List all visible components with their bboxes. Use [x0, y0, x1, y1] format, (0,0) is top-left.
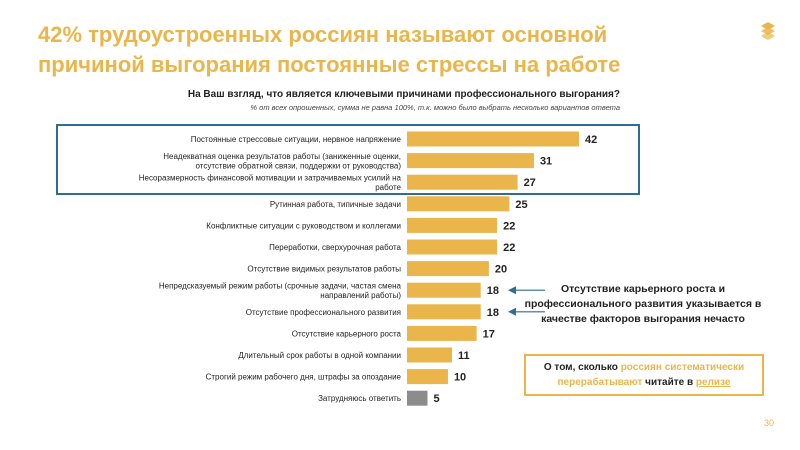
- callout-text-1: О том, сколько: [543, 362, 621, 373]
- callout-text-2: читайте в: [642, 377, 696, 388]
- bar-9: [407, 325, 477, 341]
- arrow-icon-0: [508, 286, 545, 295]
- value-label-11: 10: [454, 372, 466, 384]
- survey-note: % от всех опрошенных, сумма не равна 100…: [250, 103, 620, 112]
- category-label-10: Длительный срок работы в одной компании: [238, 351, 401, 360]
- bar-4: [407, 217, 498, 233]
- side-note: Отсутствие карьерного роста и профессион…: [524, 283, 762, 325]
- value-label-4: 22: [503, 220, 515, 232]
- page-number: 30: [764, 418, 775, 428]
- category-label-6: Отсутствие видимых результатов работы: [247, 265, 401, 274]
- bar-12: [407, 390, 428, 406]
- category-label-12: Затрудняюсь ответить: [318, 394, 401, 403]
- release-callout: О том, сколько россиян систематически пе…: [524, 354, 764, 396]
- value-label-0: 42: [585, 134, 597, 146]
- bar-7: [407, 282, 481, 298]
- category-label-4: Конфликтные ситуации с руководством и ко…: [206, 221, 401, 230]
- top-reasons-highlight-box: [56, 124, 640, 195]
- value-label-1: 31: [540, 156, 552, 168]
- bar-5: [407, 239, 498, 255]
- bar-3: [407, 196, 510, 212]
- arrow-icon-1: [508, 307, 545, 316]
- bar-10: [407, 347, 453, 363]
- callout-highlight: россиян систематически перерабатывают: [557, 362, 745, 388]
- value-label-9: 17: [483, 328, 495, 340]
- release-link[interactable]: релизе: [695, 377, 731, 388]
- value-label-3: 25: [515, 199, 527, 211]
- category-label-3: Рутинная работа, типичные задачи: [270, 200, 401, 209]
- sber-logo-icon: [761, 22, 775, 40]
- bar-0: [407, 131, 579, 147]
- bar-11: [407, 369, 448, 385]
- value-label-7: 18: [487, 285, 499, 297]
- category-label-0: Постоянные стрессовые ситуации, нервное …: [191, 135, 402, 144]
- value-label-12: 5: [433, 393, 439, 405]
- value-label-5: 22: [503, 242, 515, 254]
- value-label-2: 27: [524, 177, 536, 189]
- bar-6: [407, 261, 489, 277]
- bar-2: [407, 174, 518, 190]
- category-label-1: Неадекватная оценка результатов работы (…: [163, 152, 401, 171]
- survey-question: На Ваш взгляд, что является ключевыми пр…: [187, 89, 620, 100]
- category-label-7: Непредсказуемый режим работы (срочные за…: [159, 281, 402, 300]
- value-label-8: 18: [487, 307, 499, 319]
- bar-1: [407, 153, 534, 169]
- category-label-2: Несоразмерность финансовой мотивации и з…: [139, 173, 402, 192]
- value-label-6: 20: [495, 264, 507, 276]
- page-title: 42% трудоустроенных россиян называют осн…: [38, 22, 621, 77]
- category-label-8: Отсутствие профессионального развития: [246, 308, 401, 317]
- category-label-11: Строгий режим рабочего дня, штрафы за оп…: [206, 373, 402, 382]
- value-label-10: 11: [458, 350, 470, 362]
- category-label-9: Отсутствие карьерного роста: [292, 329, 402, 338]
- category-label-5: Переработки, сверхурочная работа: [269, 243, 401, 252]
- bar-8: [407, 304, 481, 320]
